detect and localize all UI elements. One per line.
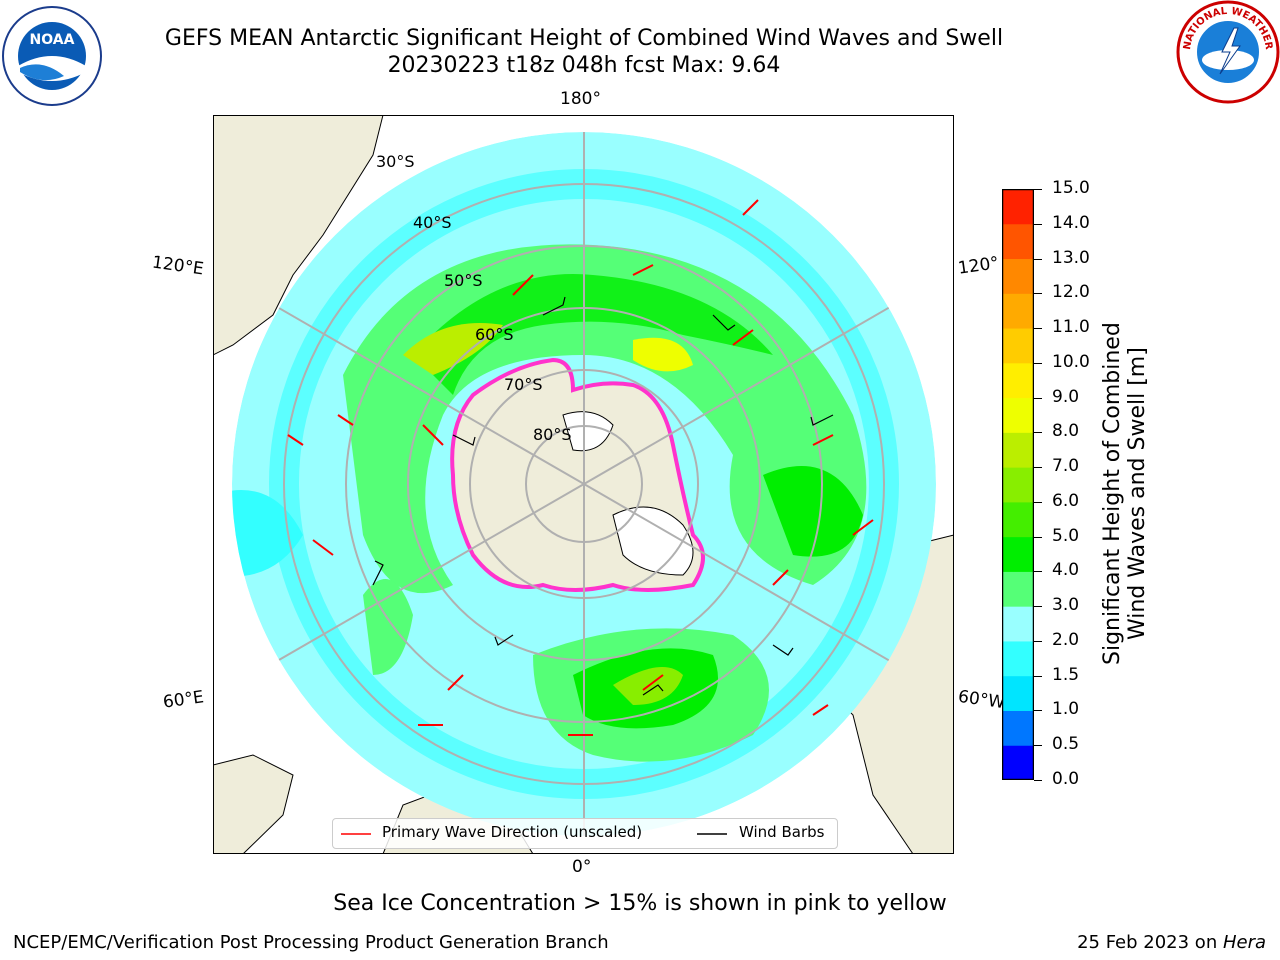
colorbar-tick-label: 1.0 [1052,699,1080,720]
colorbar-segment [1002,675,1034,711]
australia-land [213,115,384,356]
colorbar-segment [1002,432,1034,468]
lat-label: 80°S [533,425,572,444]
colorbar-tick-mark [1034,223,1042,225]
colorbar-tick-mark [1034,362,1042,364]
colorbar-tick-label: 11.0 [1052,317,1090,338]
lon-label-bottom: 0° [572,857,592,877]
colorbar-tick-label: 1.5 [1052,664,1080,685]
colorbar-tick-label: 14.0 [1052,212,1090,233]
colorbar-tick-mark [1034,536,1042,538]
colorbar-segment [1002,606,1034,642]
colorbar-tick-mark [1034,432,1042,434]
footer-machine: Hera [1222,932,1266,953]
sea-ice-note: Sea Ice Concentration > 15% is shown in … [333,891,947,916]
noaa-logo-icon: NOAA [2,6,102,106]
colorbar-tick-label: 15.0 [1052,178,1090,198]
colorbar-tick-label: 4.0 [1052,560,1080,581]
lon-label-right-bottom: 60°W [956,686,1007,714]
colorbar-tick-mark [1034,293,1042,295]
polar-wave-map [213,115,954,854]
colorbar-segment [1002,710,1034,746]
lon-label-top: 180° [560,89,601,109]
colorbar-label-line1: Significant Height of Combined [1100,322,1125,665]
colorbar-tick-label: 0.0 [1052,769,1080,789]
colorbar-tick-mark [1034,189,1042,190]
colorbar-tick-label: 7.0 [1052,456,1080,477]
colorbar-tick-label: 10.0 [1052,351,1090,372]
colorbar-label-line2: Wind Waves and Swell [m] [1125,347,1150,641]
lat-label: 60°S [475,325,514,344]
colorbar-segment [1002,293,1034,329]
lon-label-left-top: 120°E [150,252,205,280]
colorbar-tick-mark [1034,780,1042,781]
colorbar-tick-label: 2.0 [1052,629,1080,650]
colorbar-tick-mark [1034,328,1042,330]
nws-logo-icon: NATIONAL WEATHER SERVICE [1176,0,1280,104]
colorbar-tick-label: 13.0 [1052,247,1090,268]
colorbar [1002,189,1034,780]
colorbar-tick-label: 6.0 [1052,490,1080,511]
colorbar-label: Significant Height of Combined Wind Wave… [1100,322,1150,665]
colorbar-segment [1002,571,1034,607]
lat-label: 70°S [504,375,543,394]
wind-barb-swatch [697,833,727,835]
map-legend: Primary Wave Direction (unscaled) Wind B… [332,818,838,849]
africa-land [213,754,294,854]
colorbar-tick-mark [1034,467,1042,469]
svg-text:NOAA: NOAA [30,32,75,48]
wave-direction-swatch [341,833,371,835]
colorbar-segment [1002,362,1034,399]
colorbar-segment [1002,536,1034,572]
footer-date-text: 25 Feb 2023 on [1077,932,1223,953]
colorbar-tick-label: 9.0 [1052,386,1080,407]
colorbar-segment [1002,640,1034,677]
colorbar-tick-label: 8.0 [1052,421,1080,442]
footer-date: 25 Feb 2023 on Hera [1077,932,1266,953]
chart-subtitle: 20230223 t18z 048h fcst Max: 9.64 [387,53,781,78]
colorbar-segment [1002,328,1034,364]
colorbar-tick-mark [1034,501,1042,503]
colorbar-segment [1002,501,1034,538]
colorbar-tick-label: 3.0 [1052,595,1080,616]
colorbar-tick-label: 5.0 [1052,525,1080,546]
legend-wind-barbs: Wind Barbs [739,823,825,841]
colorbar-segment [1002,189,1034,225]
colorbar-segment [1002,223,1034,260]
colorbar-tick-label: 12.0 [1052,282,1090,303]
colorbar-tick-mark [1034,640,1042,642]
lat-label: 40°S [413,213,452,232]
colorbar-segment [1002,258,1034,294]
colorbar-tick-mark [1034,675,1042,677]
colorbar-tick-mark [1034,745,1042,747]
lat-label: 50°S [444,271,483,290]
colorbar-tick-label: 0.5 [1052,734,1080,755]
colorbar-segment [1002,397,1034,433]
colorbar-tick-mark [1034,397,1042,399]
colorbar-segment [1002,467,1034,503]
colorbar-tick-mark [1034,258,1042,260]
colorbar-tick-mark [1034,571,1042,573]
lon-label-left-bottom: 60°E [161,687,206,713]
chart-title: GEFS MEAN Antarctic Significant Height o… [164,26,1004,51]
lon-label-right-top: 120° [956,253,1001,279]
footer-credit: NCEP/EMC/Verification Post Processing Pr… [13,932,609,953]
colorbar-tick-mark [1034,710,1042,712]
colorbar-tick-mark [1034,606,1042,608]
lat-label: 30°S [376,152,415,171]
colorbar-segment [1002,745,1034,780]
legend-wave-direction: Primary Wave Direction (unscaled) [382,823,643,841]
